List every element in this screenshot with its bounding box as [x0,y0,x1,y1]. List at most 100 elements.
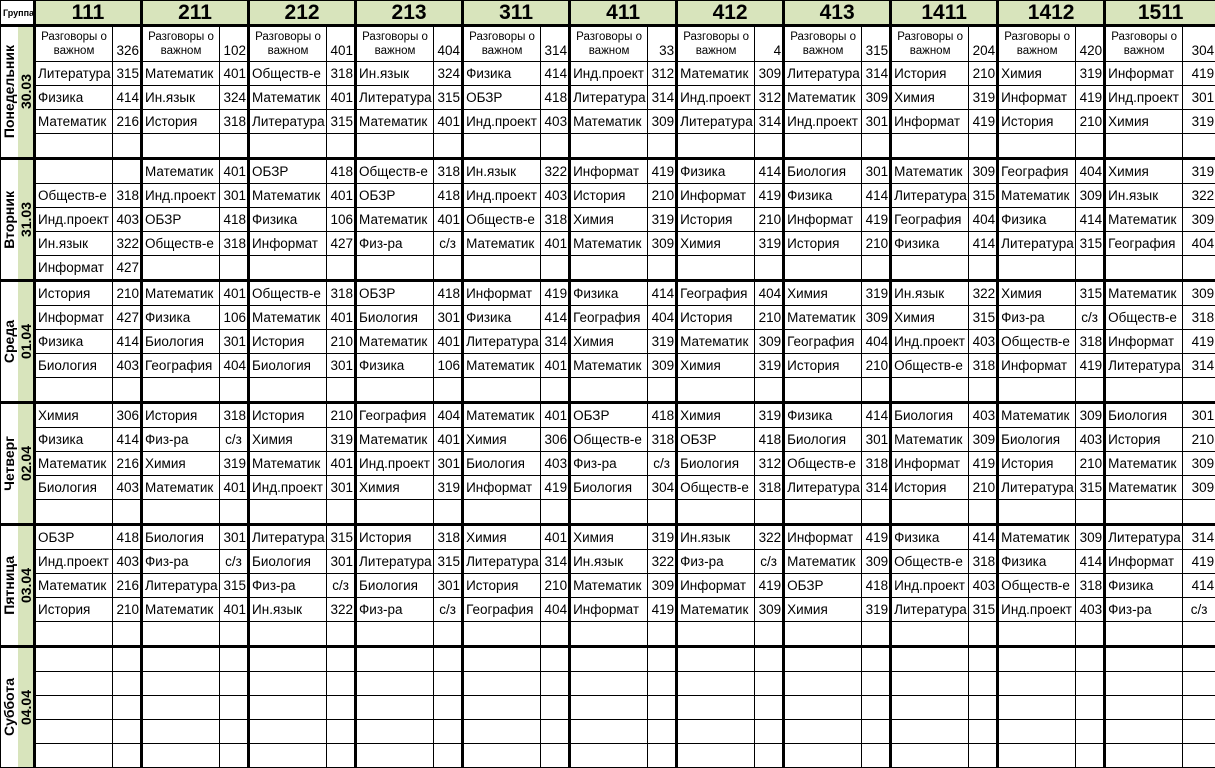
room-cell[interactable]: 404 [541,598,570,622]
subject-cell[interactable]: Математик [356,208,434,232]
subject-cell[interactable] [998,500,1076,525]
room-cell[interactable]: 418 [434,184,463,208]
room-cell[interactable]: 419 [1076,354,1105,378]
room-cell[interactable]: 322 [1183,184,1215,208]
room-cell[interactable] [755,500,784,525]
room-cell[interactable] [755,696,784,720]
subject-cell[interactable]: Литература [784,476,862,500]
day-date-cell[interactable]: 31.03 [18,159,35,281]
room-cell[interactable]: с/з [1183,598,1215,622]
room-cell[interactable]: с/з [434,598,463,622]
room-cell[interactable]: 210 [1183,428,1215,452]
subject-cell[interactable]: Информат [463,476,541,500]
subject-cell[interactable]: Биология [784,159,862,184]
room-cell[interactable]: 314 [541,330,570,354]
subject-cell[interactable]: Информат [784,208,862,232]
subject-cell[interactable]: Математик [249,306,327,330]
room-cell[interactable]: 319 [755,232,784,256]
subject-cell[interactable]: ОБЗР [784,574,862,598]
room-cell[interactable]: 414 [648,281,677,306]
room-cell[interactable]: 414 [969,525,998,550]
room-cell[interactable]: 414 [1076,208,1105,232]
room-cell[interactable] [969,134,998,159]
subject-cell[interactable]: Химия [570,525,648,550]
subject-cell[interactable] [677,720,755,744]
room-cell[interactable] [327,134,356,159]
subject-cell[interactable]: География [570,306,648,330]
room-cell[interactable] [541,720,570,744]
room-cell[interactable] [220,647,249,672]
room-cell[interactable]: 102 [220,26,249,62]
room-cell[interactable]: 216 [113,110,142,134]
room-cell[interactable]: 315 [969,184,998,208]
subject-cell[interactable]: Разговоры о важном [142,26,220,62]
room-cell[interactable]: 309 [755,598,784,622]
room-cell[interactable]: 314 [541,550,570,574]
room-cell[interactable] [541,696,570,720]
group-header-212[interactable]: 212 [249,1,356,26]
room-cell[interactable]: 401 [220,598,249,622]
room-cell[interactable] [862,622,891,647]
subject-cell[interactable]: Химия [1105,159,1183,184]
room-cell[interactable] [862,378,891,403]
room-cell[interactable]: 427 [113,306,142,330]
room-cell[interactable] [862,647,891,672]
room-cell[interactable]: 309 [648,232,677,256]
subject-cell[interactable] [784,720,862,744]
room-cell[interactable] [541,672,570,696]
subject-cell[interactable] [142,647,220,672]
room-cell[interactable] [1076,378,1105,403]
subject-cell[interactable] [998,256,1076,281]
room-cell[interactable]: 4 [755,26,784,62]
group-header-311[interactable]: 311 [463,1,570,26]
subject-cell[interactable] [891,256,969,281]
room-cell[interactable]: 309 [862,550,891,574]
room-cell[interactable] [648,696,677,720]
subject-cell[interactable] [463,744,541,768]
room-cell[interactable]: 301 [1183,403,1215,428]
subject-cell[interactable] [463,647,541,672]
room-cell[interactable] [434,134,463,159]
subject-cell[interactable] [35,378,113,403]
room-cell[interactable]: 418 [220,208,249,232]
subject-cell[interactable]: Ин.язык [463,159,541,184]
subject-cell[interactable]: Инд.проект [998,598,1076,622]
room-cell[interactable]: 309 [648,354,677,378]
room-cell[interactable]: 319 [648,525,677,550]
room-cell[interactable]: с/з [327,574,356,598]
subject-cell[interactable] [249,256,327,281]
subject-cell[interactable] [1105,256,1183,281]
room-cell[interactable]: 418 [755,428,784,452]
room-cell[interactable]: с/з [434,232,463,256]
subject-cell[interactable]: Физ-ра [998,306,1076,330]
room-cell[interactable]: 301 [220,330,249,354]
room-cell[interactable] [1076,500,1105,525]
subject-cell[interactable]: История [249,330,327,354]
room-cell[interactable] [113,647,142,672]
subject-cell[interactable]: ОБЗР [142,208,220,232]
subject-cell[interactable] [249,672,327,696]
subject-cell[interactable] [891,500,969,525]
room-cell[interactable]: 315 [1076,232,1105,256]
subject-cell[interactable] [1105,720,1183,744]
room-cell[interactable]: 414 [541,306,570,330]
room-cell[interactable]: 106 [434,354,463,378]
room-cell[interactable]: 309 [1183,208,1215,232]
subject-cell[interactable]: История [677,208,755,232]
subject-cell[interactable] [356,256,434,281]
subject-cell[interactable] [891,672,969,696]
room-cell[interactable] [434,500,463,525]
room-cell[interactable] [862,696,891,720]
subject-cell[interactable] [1105,647,1183,672]
room-cell[interactable]: 318 [862,452,891,476]
room-cell[interactable] [434,696,463,720]
group-header-1511[interactable]: 1511 [1105,1,1215,26]
room-cell[interactable]: 301 [220,525,249,550]
subject-cell[interactable]: Химия [356,476,434,500]
room-cell[interactable]: 210 [969,62,998,86]
room-cell[interactable]: 301 [327,550,356,574]
room-cell[interactable]: 414 [862,403,891,428]
subject-cell[interactable]: Инд.проект [142,184,220,208]
room-cell[interactable] [220,744,249,768]
subject-cell[interactable] [142,256,220,281]
